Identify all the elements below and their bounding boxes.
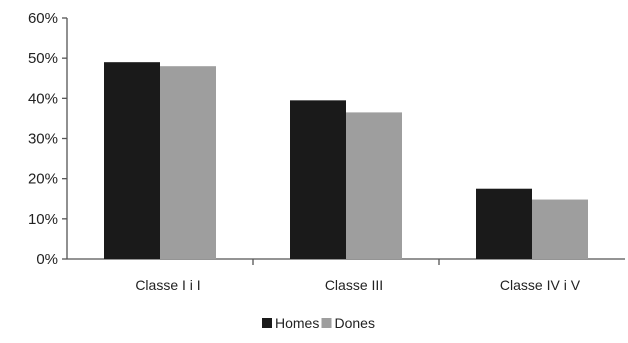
legend-swatch-dones [321, 318, 332, 328]
bar-homes-2 [290, 100, 346, 259]
bar-homes-1 [104, 62, 160, 259]
legend-label-dones: Dones [335, 315, 375, 331]
bars-group [104, 62, 588, 260]
x-category-label: Classe III [325, 277, 383, 293]
bar-dones-2 [346, 112, 402, 260]
legend-label-homes: Homes [275, 315, 319, 331]
x-axis: Classe I i I Classe III Classe IV i V [67, 258, 625, 293]
y-tick-label: 30% [28, 131, 58, 148]
y-tick-label: 40% [28, 90, 58, 107]
x-category-label: Classe IV i V [500, 277, 581, 293]
y-axis: 0% 10% 20% 30% 40% 50% 60% [28, 10, 68, 268]
bar-homes-3 [476, 188, 532, 259]
y-tick-label: 20% [28, 171, 58, 188]
y-tick-label: 0% [36, 251, 58, 268]
bar-dones-3 [532, 199, 588, 259]
x-category-label: Classe I i I [135, 277, 200, 293]
legend-swatch-homes [262, 318, 272, 328]
y-tick-label: 10% [28, 211, 58, 228]
legend: Homes Dones [262, 315, 375, 331]
y-tick-label: 50% [28, 50, 58, 67]
y-tick-label: 60% [28, 10, 58, 27]
bar-dones-1 [160, 66, 216, 259]
